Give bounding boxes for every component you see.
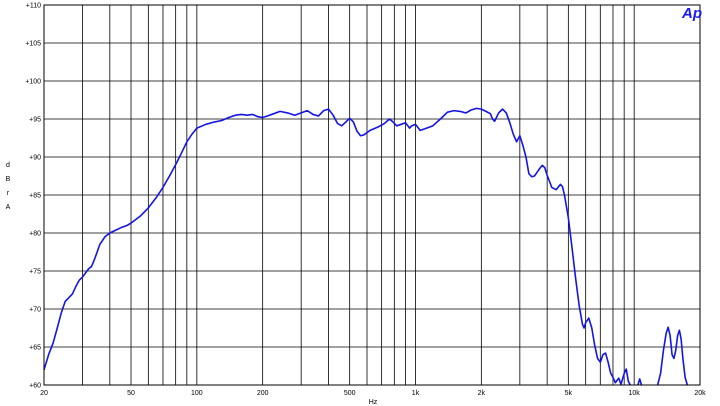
y-axis-label-letter: B <box>6 176 11 183</box>
x-tick-label: 50 <box>127 390 135 397</box>
x-tick-label: 500 <box>344 390 356 397</box>
series-line <box>43 107 632 386</box>
y-tick-label: +65 <box>29 345 41 352</box>
x-tick-label: 20k <box>694 390 706 397</box>
y-tick-label: +100 <box>25 79 41 86</box>
x-tick-label: 10k <box>629 390 641 397</box>
plot-frame <box>43 4 701 386</box>
y-axis-ticks: +60 +65 +70 +75 +80 +85 +90 +95 +100 +105 +110 <box>25 3 41 390</box>
y-axis-label-letter: r <box>7 190 10 197</box>
x-tick-label: 100 <box>191 390 203 397</box>
grid <box>43 4 701 386</box>
y-tick-label: +80 <box>29 231 41 238</box>
y-tick-label: +85 <box>29 193 41 200</box>
x-tick-label: 200 <box>257 390 269 397</box>
ap-logo: Ap <box>681 5 702 22</box>
series-layer <box>43 107 689 386</box>
series-line <box>656 326 689 386</box>
series-line <box>637 378 643 386</box>
x-tick-label: 2k <box>478 390 486 397</box>
y-tick-label: +95 <box>29 117 41 124</box>
x-tick-label: 20 <box>40 390 48 397</box>
y-tick-label: +105 <box>25 41 41 48</box>
y-tick-label: +70 <box>29 307 41 314</box>
x-tick-label: 1k <box>412 390 420 397</box>
y-tick-label: +90 <box>29 155 41 162</box>
x-tick-label: 5k <box>565 390 573 397</box>
y-axis-label-letter: A <box>6 204 11 211</box>
y-tick-label: +75 <box>29 269 41 276</box>
x-axis-label: Hz <box>369 399 378 406</box>
y-tick-label: +60 <box>29 383 41 390</box>
x-axis-ticks: 20 50 100 200 500 1k 2k 5k 10k 20k <box>40 390 706 397</box>
y-tick-label: +110 <box>26 3 41 10</box>
y-axis-label-letter: d <box>6 162 10 169</box>
